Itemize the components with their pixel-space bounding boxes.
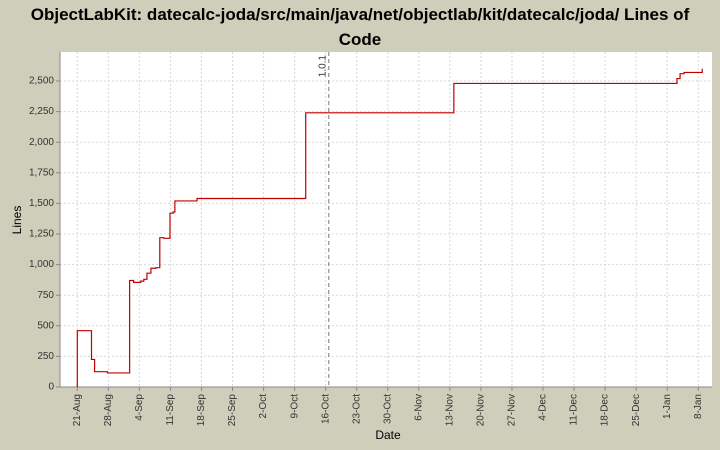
y-tick-label: 2,500 [29, 76, 54, 87]
x-tick-label: 30-Oct [382, 394, 393, 424]
y-tick-label: 1,750 [29, 167, 54, 178]
x-tick-label: 27-Nov [507, 394, 518, 426]
x-tick-label: 23-Oct [351, 394, 362, 424]
y-tick-label: 500 [37, 320, 54, 331]
x-tick-label: 2-Oct [258, 394, 269, 419]
y-tick-label: 750 [37, 290, 54, 301]
y-tick-label: 250 [37, 351, 54, 362]
x-tick-label: 25-Sep [227, 394, 238, 427]
marker-label: 1.0.1 [317, 55, 328, 78]
x-tick-label: 9-Oct [289, 394, 300, 419]
x-tick-label: 25-Dec [631, 394, 642, 426]
x-tick-label: 11-Sep [165, 394, 176, 426]
x-tick-label: 13-Nov [445, 394, 456, 426]
x-tick-label: 16-Oct [320, 394, 331, 424]
x-tick-label: 18-Sep [196, 394, 207, 427]
x-tick-label: 4-Sep [134, 394, 145, 421]
y-tick-label: 1,250 [29, 229, 54, 240]
x-tick-label: 21-Aug [72, 394, 83, 426]
y-axis-label: Lines [10, 206, 24, 235]
x-tick-label: 28-Aug [103, 394, 114, 426]
x-tick-label: 4-Dec [538, 394, 549, 421]
x-axis-label: Date [375, 428, 401, 442]
y-tick-label: 1,000 [29, 259, 54, 270]
plot-area [60, 52, 712, 387]
y-tick-label: 2,250 [29, 106, 54, 117]
chart-title: ObjectLabKit: datecalc-joda/src/main/jav… [30, 5, 690, 49]
x-tick-label: 11-Dec [569, 394, 580, 426]
y-tick-label: 0 [48, 382, 54, 393]
y-tick-label: 1,500 [29, 198, 54, 209]
x-tick-label: 6-Nov [413, 394, 424, 421]
x-tick-label: 8-Jan [693, 394, 704, 419]
x-tick-label: 1-Jan [662, 394, 673, 419]
y-tick-label: 2,000 [29, 137, 54, 148]
x-tick-label: 20-Nov [476, 394, 487, 426]
x-tick-label: 18-Dec [600, 394, 611, 426]
data-line [76, 68, 703, 387]
